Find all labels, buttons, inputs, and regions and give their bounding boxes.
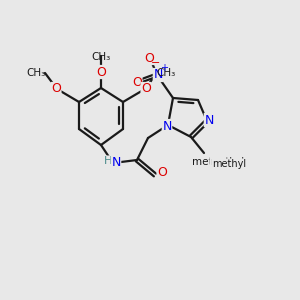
Text: methyl: methyl bbox=[210, 157, 244, 167]
Text: O: O bbox=[51, 82, 61, 95]
Text: +: + bbox=[160, 63, 168, 73]
Text: O: O bbox=[157, 167, 167, 179]
Text: N: N bbox=[153, 68, 163, 82]
Text: O: O bbox=[141, 82, 151, 95]
Text: CH₃: CH₃ bbox=[92, 52, 111, 62]
Text: −: − bbox=[151, 58, 161, 68]
Text: O: O bbox=[144, 52, 154, 64]
Text: N: N bbox=[111, 157, 121, 169]
Text: CH₃: CH₃ bbox=[156, 68, 176, 78]
Text: O: O bbox=[96, 65, 106, 79]
Text: O: O bbox=[132, 76, 142, 88]
Text: N: N bbox=[204, 113, 214, 127]
Text: CH₃: CH₃ bbox=[26, 68, 46, 78]
Text: H: H bbox=[104, 156, 112, 166]
Text: N: N bbox=[162, 119, 172, 133]
Text: methyl: methyl bbox=[192, 157, 228, 167]
Text: methyl: methyl bbox=[212, 159, 246, 169]
